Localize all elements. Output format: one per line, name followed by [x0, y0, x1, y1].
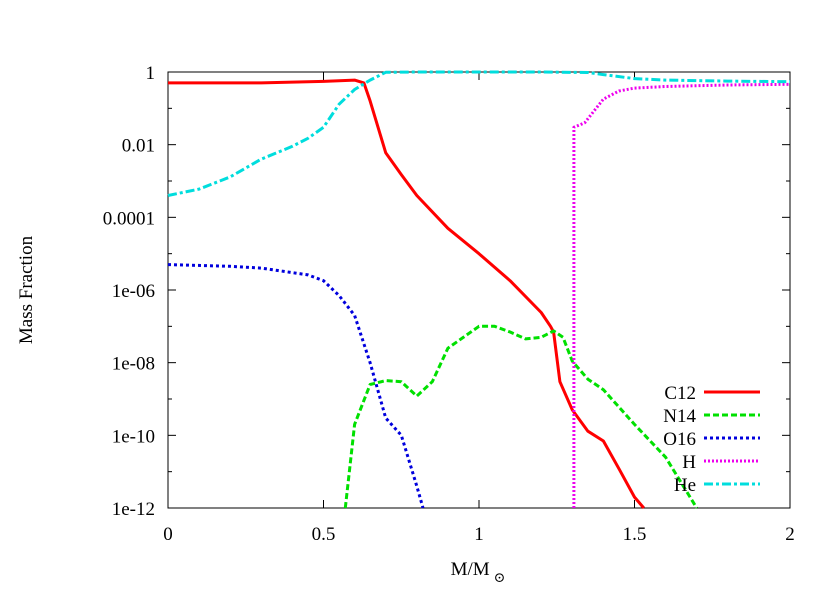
y-axis-label: Mass Fraction	[16, 235, 37, 344]
y-tick-label: 1e-06	[112, 281, 155, 302]
series-layer	[167, 70, 791, 509]
x-axis-label: M/M ⊙	[451, 559, 506, 586]
sun-symbol: ⊙	[494, 571, 506, 586]
legend-label-h: H	[682, 452, 696, 473]
x-tick-label: 2	[785, 524, 795, 545]
series-he-line	[167, 70, 791, 197]
tick-labels: 0 0.5 1 1.5 2 1e-12 1e-10 1e-08 1e-06 0.0001 0.01 1	[103, 63, 795, 545]
x-tick-label: 1	[474, 524, 484, 545]
legend-label-c12: C12	[664, 383, 696, 404]
legend-label-he: He	[674, 475, 696, 496]
series-c12-line	[168, 78, 645, 509]
plot-frame	[167, 71, 791, 509]
legend-label-n14: N14	[663, 406, 696, 427]
y-tick-label: 1e-12	[112, 499, 155, 520]
y-tick-label: 1e-08	[112, 354, 155, 375]
series-h-line	[572, 82, 791, 508]
x-tick-label: 0	[163, 524, 173, 545]
series-o16-line	[167, 263, 425, 509]
x-tick-label: 0.5	[312, 524, 336, 545]
y-tick-label: 0.0001	[103, 208, 155, 229]
y-tick-label: 0.01	[122, 136, 155, 157]
x-tick-label: 1.5	[623, 524, 647, 545]
legend-label-o16: O16	[663, 429, 696, 450]
y-tick-label: 1e-10	[112, 426, 155, 447]
tick-marks	[167, 71, 791, 509]
x-axis-label-main: M/M	[451, 559, 490, 580]
y-tick-label: 1	[146, 63, 156, 84]
series-n14-line	[343, 324, 698, 509]
